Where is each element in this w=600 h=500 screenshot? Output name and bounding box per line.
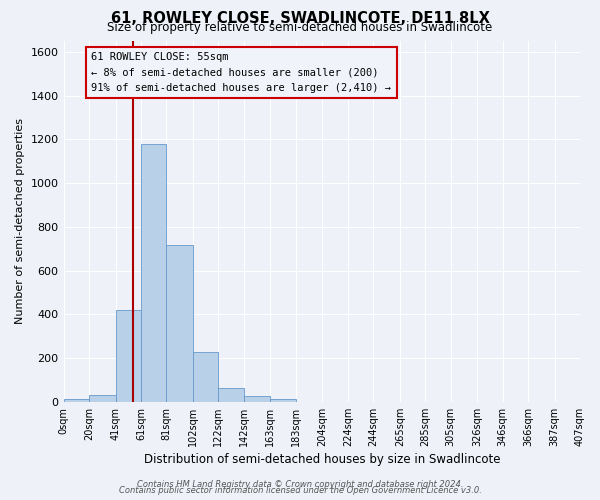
Bar xyxy=(166,246,193,402)
Text: Contains public sector information licensed under the Open Government Licence v3: Contains public sector information licen… xyxy=(119,486,481,495)
Bar xyxy=(141,144,166,402)
Text: 61, ROWLEY CLOSE, SWADLINCOTE, DE11 8LX: 61, ROWLEY CLOSE, SWADLINCOTE, DE11 8LX xyxy=(110,11,490,26)
Text: Contains HM Land Registry data © Crown copyright and database right 2024.: Contains HM Land Registry data © Crown c… xyxy=(137,480,463,489)
Bar xyxy=(116,310,141,402)
Bar xyxy=(193,352,218,402)
X-axis label: Distribution of semi-detached houses by size in Swadlincote: Distribution of semi-detached houses by … xyxy=(143,453,500,466)
Bar xyxy=(244,396,271,402)
Bar xyxy=(64,398,89,402)
Bar xyxy=(271,399,296,402)
Y-axis label: Number of semi-detached properties: Number of semi-detached properties xyxy=(15,118,25,324)
Bar xyxy=(89,396,116,402)
Text: Size of property relative to semi-detached houses in Swadlincote: Size of property relative to semi-detach… xyxy=(107,22,493,35)
Bar xyxy=(218,388,244,402)
Text: 61 ROWLEY CLOSE: 55sqm
← 8% of semi-detached houses are smaller (200)
91% of sem: 61 ROWLEY CLOSE: 55sqm ← 8% of semi-deta… xyxy=(91,52,391,93)
